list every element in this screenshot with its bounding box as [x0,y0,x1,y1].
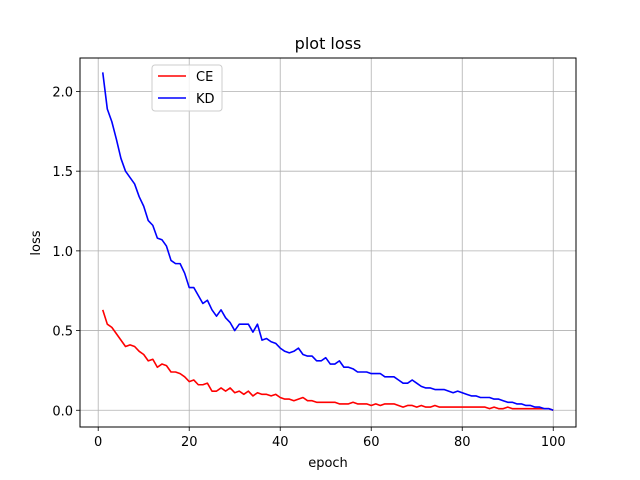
grid [80,58,576,427]
series-lines [101,72,554,412]
y-tick-label: 0.0 [52,404,73,419]
y-axis-label: loss [29,230,44,255]
chart-title: plot loss [295,34,362,53]
axes-frame [79,57,577,428]
x-tick-label: 0 [94,435,102,450]
legend-label-ce: CE [196,70,213,85]
x-tick-label: 40 [272,435,289,450]
x-tick-label: 60 [363,435,380,450]
y-tick-label: 2.0 [52,85,73,100]
series-line-ce [101,309,554,412]
y-tick-label: 1.5 [52,165,73,180]
y-tick-label: 1.0 [52,245,73,260]
x-tick-label: 100 [541,435,566,450]
y-axis-ticks: 0.0 0.5 1.0 1.5 2.0 [52,85,80,419]
y-tick-label: 0.5 [52,325,73,340]
x-axis-ticks: 0 20 40 60 80 100 [94,427,566,450]
series-line-kd [101,72,554,412]
x-tick-label: 20 [181,435,198,450]
legend-label-kd: KD [196,92,215,107]
x-tick-label: 80 [454,435,471,450]
x-axis-label: epoch [308,456,348,471]
legend: CE KD [151,64,223,112]
